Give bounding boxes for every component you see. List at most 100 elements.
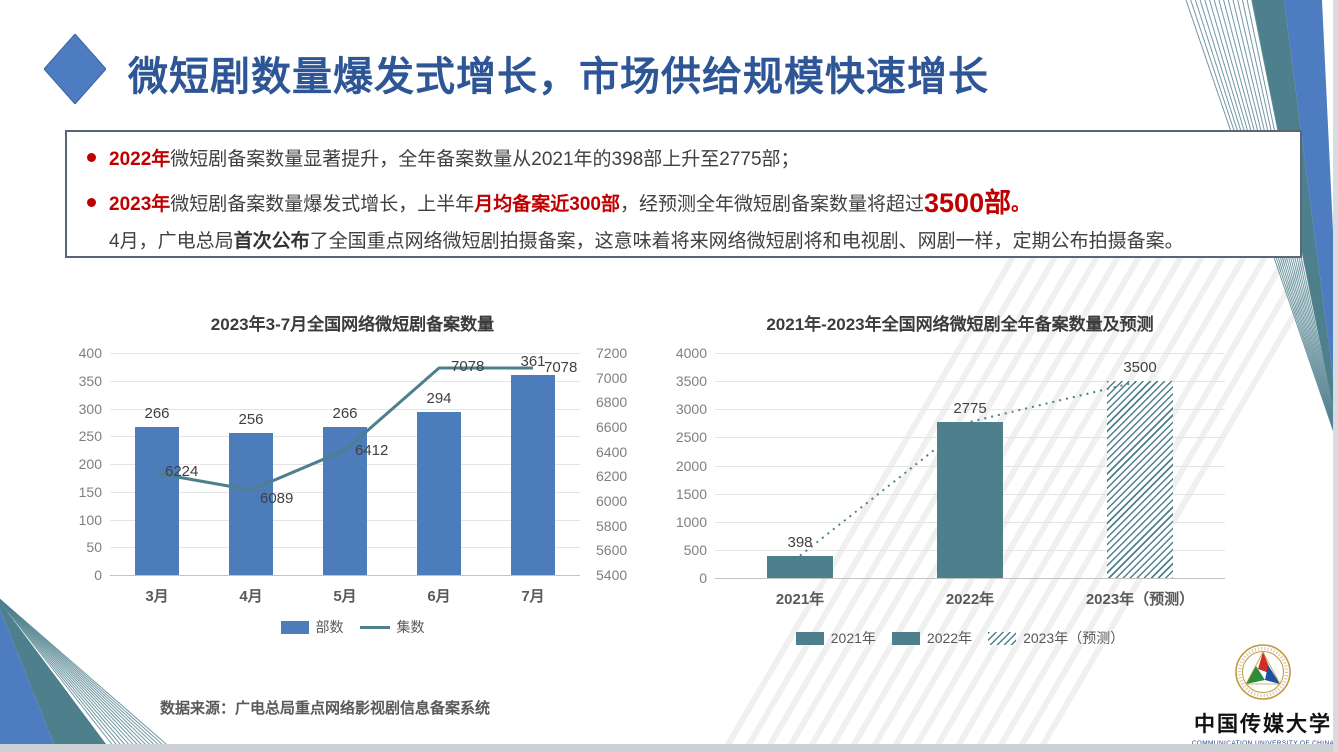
highlight-line: 4月，广电总局首次公布了全国重点网络微短剧拍摄备案，这意味着将来网络微短剧将和电…	[87, 228, 1286, 255]
text-segment: 微短剧备案数量爆发式增长，上半年	[170, 194, 475, 215]
right-axis-tick: 6600	[596, 419, 628, 435]
gridline	[110, 353, 580, 354]
legend-swatch-line	[359, 625, 390, 629]
bar	[135, 427, 179, 575]
gridline	[715, 578, 1225, 579]
text-segment: 月均备案近300部	[474, 194, 620, 215]
chart1-title: 2023年3-7月全国网络微短剧备案数量	[210, 315, 495, 334]
text-segment: 首次公布	[233, 231, 310, 252]
bar-value-label: 294	[426, 389, 452, 407]
y-axis-tick: 2500	[675, 429, 707, 446]
y-axis-tick: 0	[699, 570, 707, 586]
chart-monthly-filings: 2023年3-7月全国网络微短剧备案数量 400 350 300 250 200 150 1…	[60, 300, 645, 645]
right-axis-tick: 5800	[596, 517, 628, 534]
y-axis-tick: 3500	[675, 373, 707, 390]
bar	[511, 374, 555, 575]
category-label: 5月	[333, 588, 357, 605]
left-axis-tick: 250	[78, 428, 102, 445]
title-diamond-icon	[44, 34, 106, 104]
gridline	[715, 353, 1225, 354]
category-label: 2022年	[945, 591, 995, 608]
line-value-label: 6224	[165, 463, 199, 481]
right-axis-tick: 5600	[596, 542, 628, 559]
right-axis-tick: 7000	[596, 369, 628, 386]
legend-swatch-bar	[280, 620, 309, 634]
legend-label: 部数	[315, 619, 344, 635]
left-axis-tick: 50	[86, 539, 102, 556]
highlights-box: 2022年微短剧备案数量显著提升，全年备案数量从2021年的398部上升至277…	[65, 130, 1302, 258]
slide-edge-right	[1333, 0, 1338, 752]
category-label: 2023年（预测）	[1085, 591, 1195, 608]
legend: 2021年 2022年 2023年（预测）	[650, 628, 1270, 648]
left-axis-tick: 400	[78, 345, 102, 361]
bar-value-label: 266	[144, 405, 170, 423]
right-axis-tick: 7200	[596, 345, 628, 361]
right-axis-tick: 6800	[596, 394, 628, 411]
y-axis-tick: 2000	[675, 457, 707, 474]
gridline	[110, 380, 580, 382]
text-segment: 3500部	[924, 188, 1012, 218]
university-name-cn: 中国传媒大学	[1194, 711, 1332, 736]
legend-label: 2021年	[830, 630, 876, 646]
text-segment: 。	[1011, 194, 1031, 215]
bar	[937, 421, 1003, 578]
text-segment: ，经预测全年微短剧备案数量将超过	[620, 194, 925, 215]
y-axis-tick: 3000	[675, 401, 707, 418]
legend-item-parts: 部数	[280, 617, 344, 637]
legend-swatch	[795, 631, 824, 645]
legend-item-year: 2023年（预测）	[988, 628, 1124, 648]
line-value-label: 7078	[544, 359, 578, 377]
right-axis-tick: 6200	[596, 468, 628, 485]
line-value-label: 7078	[451, 358, 485, 376]
bar-value-label: 361	[520, 352, 546, 370]
left-axis-tick: 0	[94, 567, 102, 583]
text-segment: 2023年	[109, 194, 171, 215]
legend-item-year: 2021年	[795, 628, 876, 648]
bullet-icon	[87, 198, 96, 207]
bullet-icon	[87, 153, 96, 162]
bar-value-label: 398	[787, 533, 813, 551]
legend-swatch	[988, 631, 1017, 645]
bar-value-label: 3500	[1123, 359, 1157, 377]
slide-edge-bottom	[0, 744, 1338, 752]
page-title: 微短剧数量爆发式增长，市场供给规模快速增长	[128, 55, 989, 99]
text-segment: 4月，广电总局	[109, 231, 234, 252]
legend: 部数 集数	[60, 617, 645, 637]
left-axis-tick: 100	[78, 511, 102, 528]
legend-label: 2022年	[926, 630, 973, 646]
legend-label: 2023年（预测）	[1023, 630, 1125, 646]
text-segment: 微短剧备案数量显著提升，全年备案数量从2021年的398部上升至2775部；	[170, 149, 800, 170]
legend-item-episodes: 集数	[359, 617, 425, 637]
bar	[417, 411, 461, 575]
right-axis-tick: 6400	[596, 443, 628, 460]
text-segment: 了全国重点网络微短剧拍摄备案，这意味着将来网络微短剧将和电视剧、网剧一样，定期公…	[309, 231, 1184, 252]
line-value-label: 6089	[260, 490, 294, 508]
y-axis-tick: 4000	[675, 345, 707, 361]
bar-value-label: 2775	[953, 399, 987, 417]
bar	[767, 555, 833, 578]
left-axis-tick: 350	[78, 372, 102, 389]
legend-item-year: 2022年	[891, 628, 973, 648]
university-emblem-icon	[1235, 644, 1291, 700]
category-label: 3月	[145, 588, 169, 605]
bar	[1107, 381, 1173, 578]
category-label: 6月	[427, 588, 451, 605]
y-axis-tick: 500	[683, 541, 707, 558]
chart-yearly-filings: 2021年-2023年全国网络微短剧全年备案数量及预测 4000 3500 3000…	[650, 300, 1270, 648]
category-label: 2021年	[775, 591, 825, 608]
university-logo: 中国传媒大学 COMMUNICATION UNIVERSITY OF CHINA	[1188, 643, 1338, 747]
chart2-title: 2021年-2023年全国网络微短剧全年备案数量及预测	[766, 315, 1154, 334]
bar-value-label: 256	[238, 410, 264, 428]
data-source-note: 数据来源：广电总局重点网络影视剧信息备案系统	[160, 700, 491, 717]
gridline	[110, 575, 580, 576]
highlight-line: 2023年微短剧备案数量爆发式增长，上半年月均备案近300部，经预测全年微短剧备…	[87, 190, 1286, 218]
legend-label: 集数	[396, 619, 425, 635]
left-axis-tick: 200	[78, 456, 102, 472]
text-segment: 2022年	[109, 149, 171, 170]
left-axis-tick: 150	[78, 483, 102, 500]
y-axis-tick: 1000	[675, 513, 707, 530]
highlight-line: 2022年微短剧备案数量显著提升，全年备案数量从2021年的398部上升至277…	[87, 146, 1286, 173]
y-axis-tick: 1500	[675, 485, 707, 502]
left-axis-tick: 300	[78, 400, 102, 417]
